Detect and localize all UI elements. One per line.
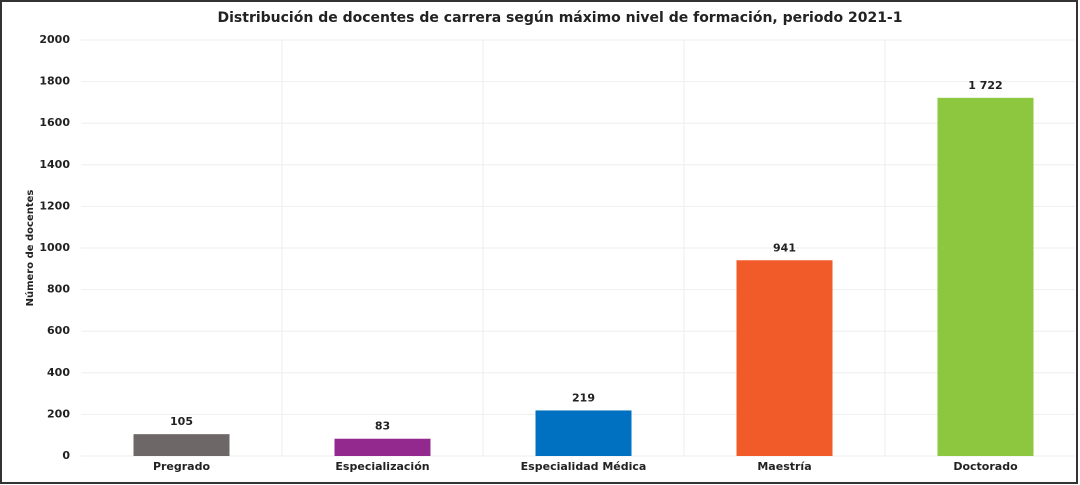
y-tick-label: 1600 <box>39 116 70 129</box>
y-tick-label: 0 <box>62 449 70 462</box>
x-tick-label: Pregrado <box>153 460 211 473</box>
bar <box>334 438 431 456</box>
y-tick-label: 1400 <box>39 158 70 171</box>
y-tick-label: 400 <box>47 366 70 379</box>
bar <box>133 434 230 456</box>
bar <box>535 410 632 456</box>
y-tick-label: 800 <box>47 283 70 296</box>
x-tick-label: Maestría <box>757 460 811 473</box>
y-tick-label: 200 <box>47 407 70 420</box>
y-axis-label: Número de docentes <box>24 190 36 307</box>
value-label: 941 <box>773 241 796 254</box>
x-tick-label: Doctorado <box>953 460 1018 473</box>
x-tick-label: Especialidad Médica <box>521 460 647 473</box>
y-tick-label: 1800 <box>39 75 70 88</box>
bar <box>937 97 1034 456</box>
x-tick-label: Especialización <box>335 460 429 473</box>
value-label: 219 <box>572 391 595 404</box>
y-tick-label: 1200 <box>39 199 70 212</box>
value-label: 83 <box>375 420 390 433</box>
value-label: 1 722 <box>968 79 1002 92</box>
y-tick-label: 1000 <box>39 241 70 254</box>
y-tick-label: 600 <box>47 324 70 337</box>
chart-title: Distribución de docentes de carrera segú… <box>218 10 903 26</box>
bar <box>736 260 833 456</box>
value-label: 105 <box>170 415 193 428</box>
y-tick-label: 2000 <box>39 33 70 46</box>
